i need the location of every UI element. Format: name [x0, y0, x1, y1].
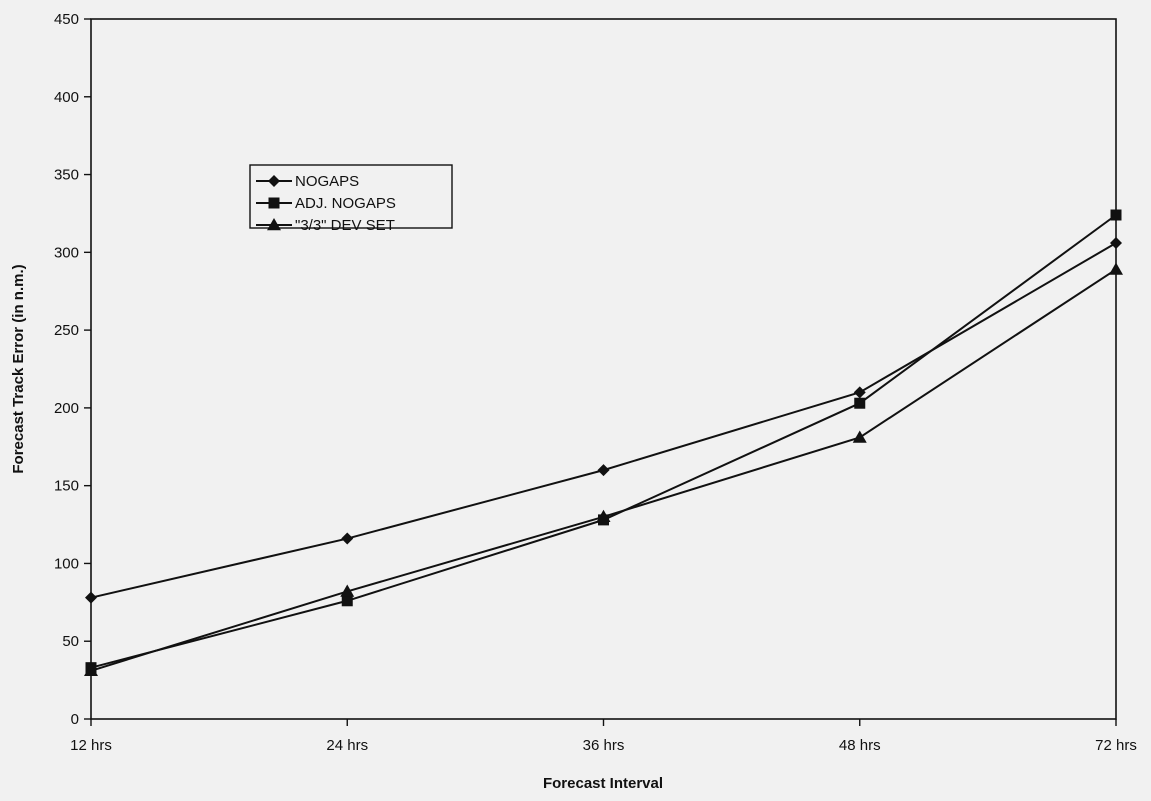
series-1	[85, 237, 1122, 604]
x-tick-label: 12 hrs	[70, 737, 112, 754]
legend-box	[249, 164, 453, 229]
legend-marker	[267, 218, 281, 231]
y-tick-label: 300	[54, 244, 79, 261]
series-2	[85, 209, 1122, 674]
x-axis: 12 hrs 24 hrs 36 hrs 48 hrs 72 hrs	[70, 719, 1137, 754]
x-axis-title: Forecast Interval	[543, 775, 663, 792]
x-tick-label: 36 hrs	[583, 737, 625, 754]
y-tick-label: 200	[54, 400, 79, 417]
y-tick-label: 150	[54, 478, 79, 495]
y-tick-label: 50	[62, 633, 79, 650]
y-axis: 0 50 100 150 200 250 300 350 400 450	[54, 11, 91, 728]
y-tick-label: 0	[71, 711, 79, 728]
data-point	[596, 509, 611, 523]
y-tick-label: 350	[54, 167, 79, 184]
legend-label: ADJ. NOGAPS	[295, 195, 396, 212]
legend-label: NOGAPS	[295, 173, 359, 190]
data-point	[1110, 237, 1122, 249]
legend-item: "3/3" DEV SET	[256, 217, 395, 234]
legend-item: ADJ. NOGAPS	[256, 195, 396, 212]
x-tick-label: 72 hrs	[1095, 737, 1137, 754]
data-point	[341, 595, 353, 607]
data-point	[852, 430, 867, 443]
data-point	[853, 386, 866, 399]
series-line	[90, 242, 1117, 599]
data-point	[1109, 262, 1123, 275]
y-tick-label: 250	[54, 322, 79, 339]
y-tick-label: 450	[54, 11, 79, 28]
x-tick-label: 24 hrs	[326, 737, 368, 754]
data-point	[341, 532, 354, 545]
legend-marker	[268, 175, 280, 187]
data-point	[85, 591, 97, 604]
legend: NOGAPS ADJ. NOGAPS "3/3" DEV SET	[249, 164, 453, 234]
legend-label: "3/3" DEV SET	[295, 217, 395, 234]
legend-item: NOGAPS	[256, 173, 359, 190]
legend-marker	[268, 197, 280, 209]
legend-items: NOGAPS ADJ. NOGAPS "3/3" DEV SET	[256, 173, 396, 234]
data-point	[1110, 209, 1122, 221]
plot-area	[90, 18, 1117, 720]
data-point	[854, 397, 866, 409]
series-layer	[84, 209, 1123, 677]
y-axis-title: Forecast Track Error (in n.m.)	[10, 264, 27, 473]
data-point	[597, 464, 610, 477]
x-tick-label: 48 hrs	[839, 737, 881, 754]
series-3	[84, 262, 1123, 677]
y-tick-label: 100	[54, 555, 79, 572]
series-line	[90, 214, 1117, 669]
data-point	[340, 584, 355, 597]
data-point	[84, 663, 98, 677]
y-tick-label: 400	[54, 89, 79, 106]
